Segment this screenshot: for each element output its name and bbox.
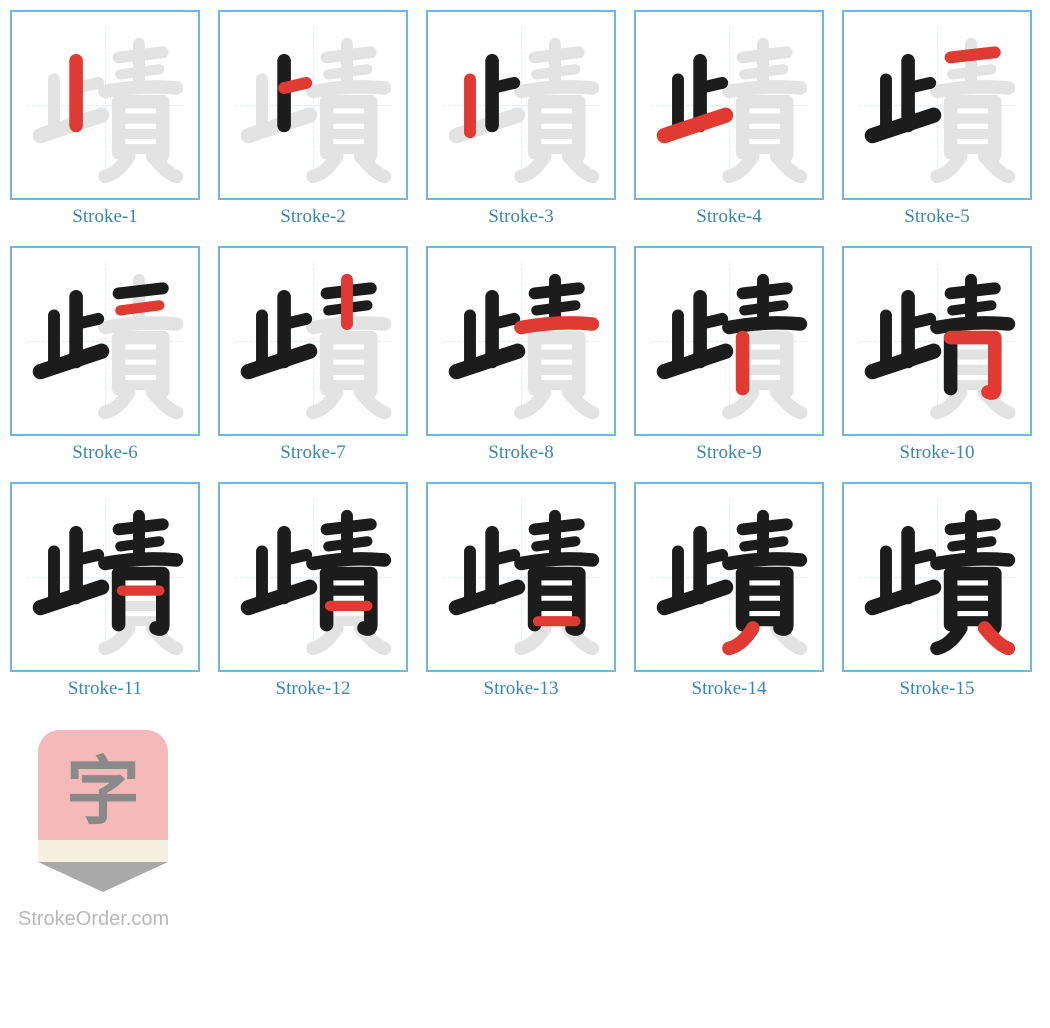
stroke-cell: Stroke-15 <box>842 482 1032 700</box>
stroke-cell: Stroke-1 <box>10 10 200 228</box>
stroke-caption: Stroke-12 <box>276 678 351 700</box>
stroke-tile <box>426 10 616 200</box>
stroke-caption: Stroke-14 <box>692 678 767 700</box>
stroke-caption: Stroke-9 <box>696 442 761 464</box>
stroke-cell: Stroke-14 <box>634 482 824 700</box>
stroke-tile <box>426 246 616 436</box>
stroke-cell: Stroke-9 <box>634 246 824 464</box>
stroke-tile <box>842 482 1032 672</box>
stroke-cell: Stroke-11 <box>10 482 200 700</box>
stroke-cell: Stroke-6 <box>10 246 200 464</box>
site-logo: 字 <box>38 730 168 890</box>
stroke-caption: Stroke-4 <box>696 206 761 228</box>
stroke-cell: Stroke-10 <box>842 246 1032 464</box>
stroke-tile <box>218 482 408 672</box>
stroke-cell: Stroke-8 <box>426 246 616 464</box>
stroke-caption: Stroke-15 <box>900 678 975 700</box>
logo-tip <box>38 862 168 892</box>
stroke-caption: Stroke-13 <box>484 678 559 700</box>
logo-row: 字 <box>10 730 1040 890</box>
watermark-text: StrokeOrder.com <box>10 908 1040 931</box>
stroke-caption: Stroke-5 <box>904 206 969 228</box>
stroke-tile <box>842 10 1032 200</box>
stroke-cell: Stroke-7 <box>218 246 408 464</box>
stroke-cell: Stroke-5 <box>842 10 1032 228</box>
stroke-cell: Stroke-13 <box>426 482 616 700</box>
stroke-caption: Stroke-7 <box>280 442 345 464</box>
stroke-tile <box>10 10 200 200</box>
stroke-caption: Stroke-1 <box>72 206 137 228</box>
stroke-caption: Stroke-6 <box>72 442 137 464</box>
stroke-tile <box>842 246 1032 436</box>
logo-glyph: 字 <box>38 730 168 840</box>
stroke-cell: Stroke-12 <box>218 482 408 700</box>
stroke-tile <box>218 246 408 436</box>
stroke-tile <box>634 10 824 200</box>
stroke-tile <box>634 482 824 672</box>
stroke-cell: Stroke-4 <box>634 10 824 228</box>
stroke-tile <box>426 482 616 672</box>
stroke-caption: Stroke-3 <box>488 206 553 228</box>
stroke-tile <box>634 246 824 436</box>
stroke-tile <box>10 246 200 436</box>
stroke-caption: Stroke-2 <box>280 206 345 228</box>
stroke-caption: Stroke-11 <box>68 678 142 700</box>
stroke-tile <box>10 482 200 672</box>
stroke-cell: Stroke-3 <box>426 10 616 228</box>
stroke-caption: Stroke-10 <box>900 442 975 464</box>
stroke-tile <box>218 10 408 200</box>
stroke-caption: Stroke-8 <box>488 442 553 464</box>
logo-band <box>38 840 168 862</box>
stroke-cell: Stroke-2 <box>218 10 408 228</box>
stroke-grid: Stroke-1 Stroke-2 Stroke-3 Stroke-4 Stroke-5… <box>10 10 1040 700</box>
